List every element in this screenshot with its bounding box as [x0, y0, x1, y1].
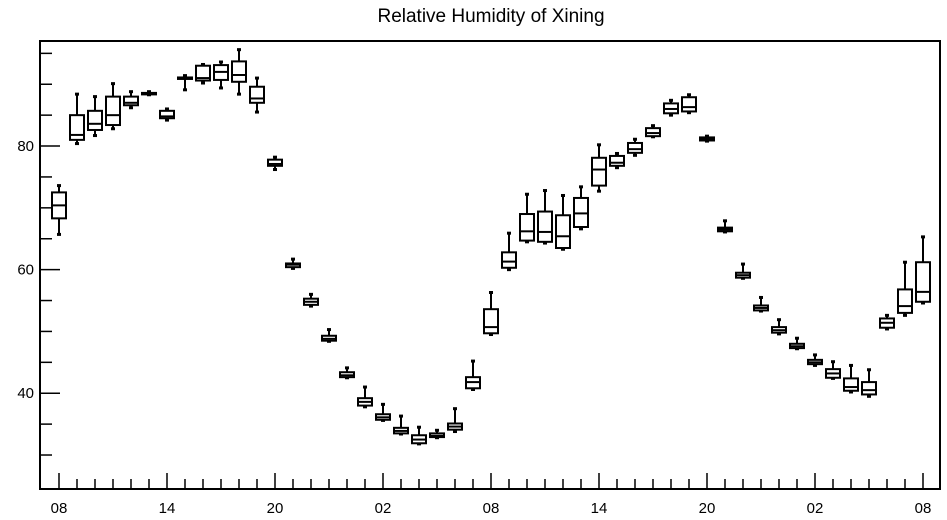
x-tick-label: 20 [267, 500, 284, 517]
box-plot [771, 318, 787, 336]
box-iqr [609, 154, 625, 167]
box-plot [51, 184, 67, 236]
box-plot [753, 295, 769, 313]
box-iqr [897, 288, 913, 314]
chart-title: Relative Humidity of Xining [377, 6, 604, 27]
box-plot [519, 192, 535, 244]
x-tick-label: 20 [699, 500, 716, 517]
box-plot [105, 82, 121, 131]
x-axis: 08 14 20 02 08 14 20 02 08 [51, 473, 932, 517]
box-plot [501, 231, 517, 272]
box-plot [483, 290, 499, 337]
box-plot [681, 93, 697, 115]
box-iqr [555, 214, 571, 250]
box-plot [627, 137, 643, 157]
box-plot [717, 219, 733, 234]
box-plot [825, 360, 841, 380]
box-iqr [501, 251, 517, 269]
box-plot [537, 189, 553, 245]
box-plot [285, 257, 301, 270]
y-tick-label: 40 [17, 385, 34, 402]
box-plot [339, 366, 355, 380]
box-iqr [519, 213, 535, 242]
box-plot [789, 336, 805, 351]
box-plot [195, 62, 211, 85]
box-series [51, 48, 931, 446]
box-iqr [915, 261, 931, 303]
x-tick-label: 14 [591, 500, 608, 517]
box-plot [897, 260, 913, 317]
box-plot [429, 428, 445, 440]
box-plot [69, 92, 85, 146]
box-iqr [537, 210, 553, 243]
box-plot [447, 407, 463, 434]
box-plot [465, 359, 481, 392]
plot-frame [39, 40, 941, 490]
box-plot [141, 90, 157, 97]
box-plot [321, 328, 337, 343]
box-iqr [159, 109, 175, 120]
box-plot [663, 98, 679, 117]
box-plot [555, 193, 571, 251]
box-plot [123, 90, 139, 110]
box-iqr [843, 377, 859, 392]
box-iqr [267, 158, 283, 167]
box-plot [411, 425, 427, 446]
box-iqr [483, 308, 499, 335]
box-iqr [231, 60, 247, 83]
box-plot [177, 74, 193, 92]
box-plot [807, 353, 823, 367]
box-iqr [105, 95, 121, 127]
box-plot [267, 155, 283, 172]
box-plot [159, 107, 175, 122]
box-iqr [861, 381, 877, 396]
box-plot [735, 262, 751, 280]
y-tick-label: 60 [17, 262, 34, 279]
box-plot [609, 151, 625, 170]
box-iqr [681, 96, 697, 113]
box-iqr [123, 95, 139, 107]
y-tick-label: 80 [17, 138, 34, 155]
box-plot [591, 143, 607, 193]
x-tick-label: 14 [159, 500, 176, 517]
box-plot [357, 385, 373, 409]
box-plot [645, 124, 661, 139]
box-plot [213, 60, 229, 90]
box-iqr [249, 85, 265, 104]
box-plot [861, 368, 877, 398]
box-plot [303, 292, 319, 308]
box-iqr [69, 114, 85, 141]
x-tick-label: 08 [51, 500, 68, 517]
x-tick-label: 02 [807, 500, 824, 517]
box-plot [87, 95, 103, 138]
box-plot [573, 185, 589, 231]
x-tick-label: 08 [483, 500, 500, 517]
box-iqr [591, 156, 607, 187]
box-plot [393, 414, 409, 436]
box-plot [879, 313, 895, 331]
box-iqr [87, 109, 103, 131]
y-axis: 40 60 80 [17, 52, 60, 456]
box-plot [843, 363, 859, 394]
x-tick-label: 08 [915, 500, 932, 517]
box-iqr [627, 141, 643, 154]
box-iqr [195, 64, 211, 82]
x-tick-label: 02 [375, 500, 392, 517]
box-plot [375, 402, 391, 422]
box-plot [915, 235, 931, 305]
box-plot [249, 76, 265, 114]
box-plot [699, 134, 715, 143]
box-plot [231, 48, 247, 96]
